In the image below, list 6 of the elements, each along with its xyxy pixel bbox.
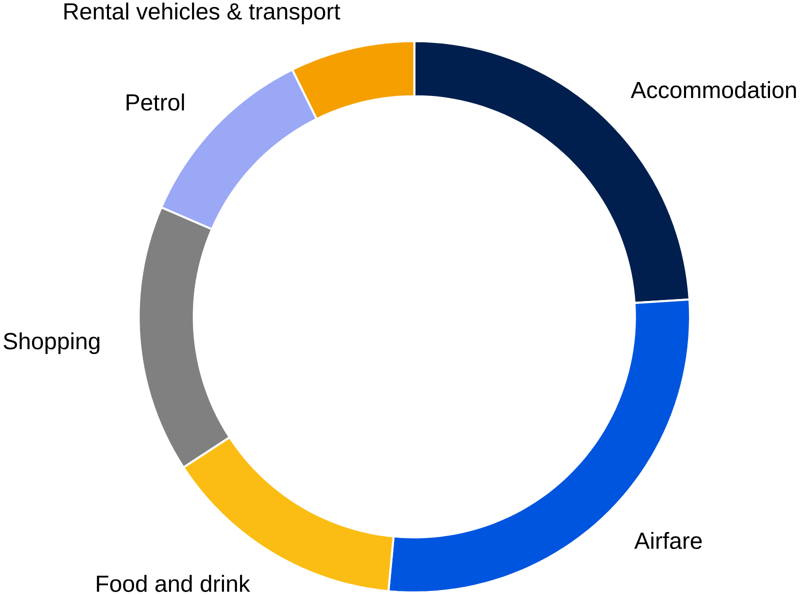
slice-label: Food and drink <box>96 575 250 592</box>
slice-label: Accommodation <box>630 81 796 98</box>
slice-label: Rental vehicles & transport <box>64 2 340 24</box>
slice-label: Shopping <box>4 332 100 354</box>
slice-label: Petrol <box>126 94 184 111</box>
slice-label: Airfare <box>634 532 702 550</box>
